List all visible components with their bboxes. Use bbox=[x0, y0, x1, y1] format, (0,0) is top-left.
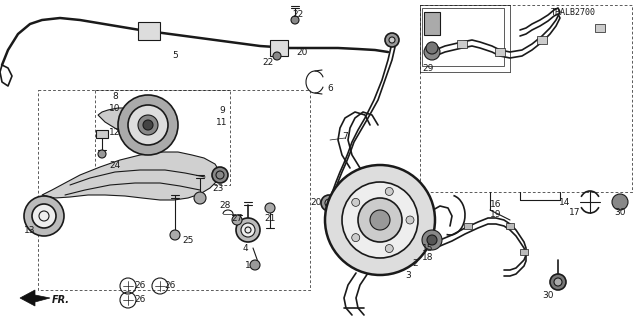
Text: 24: 24 bbox=[109, 161, 120, 170]
Text: 23: 23 bbox=[212, 183, 224, 193]
Circle shape bbox=[250, 260, 260, 270]
Circle shape bbox=[236, 218, 260, 242]
Circle shape bbox=[232, 215, 242, 225]
Bar bbox=[537, 36, 547, 44]
Text: 26: 26 bbox=[134, 295, 146, 305]
Bar bbox=[464, 223, 472, 229]
Bar bbox=[595, 24, 605, 32]
Text: 28: 28 bbox=[220, 201, 230, 210]
Circle shape bbox=[358, 198, 402, 242]
Circle shape bbox=[370, 210, 390, 230]
Circle shape bbox=[389, 37, 395, 43]
Text: 20: 20 bbox=[296, 47, 308, 57]
Circle shape bbox=[32, 204, 56, 228]
Circle shape bbox=[265, 203, 275, 213]
Circle shape bbox=[325, 165, 435, 275]
Bar bbox=[495, 48, 505, 56]
Circle shape bbox=[424, 44, 440, 60]
Text: 19: 19 bbox=[490, 210, 502, 219]
Text: 12: 12 bbox=[109, 127, 121, 137]
Circle shape bbox=[241, 223, 255, 237]
Text: 18: 18 bbox=[422, 253, 434, 262]
Polygon shape bbox=[98, 108, 175, 140]
Text: 2: 2 bbox=[412, 259, 418, 268]
Text: 26: 26 bbox=[164, 282, 176, 291]
Circle shape bbox=[550, 274, 566, 290]
Circle shape bbox=[325, 199, 333, 207]
Polygon shape bbox=[42, 152, 220, 200]
Text: 7: 7 bbox=[342, 132, 348, 140]
Text: 21: 21 bbox=[264, 213, 276, 222]
Text: 13: 13 bbox=[24, 226, 36, 235]
Circle shape bbox=[352, 198, 360, 206]
Text: 3: 3 bbox=[405, 270, 411, 279]
Text: 10: 10 bbox=[109, 103, 121, 113]
Text: FR.: FR. bbox=[52, 295, 70, 305]
Text: 26: 26 bbox=[134, 282, 146, 291]
Polygon shape bbox=[20, 290, 50, 306]
Text: 9: 9 bbox=[219, 106, 225, 115]
Circle shape bbox=[406, 216, 414, 224]
Text: 16: 16 bbox=[490, 199, 502, 209]
Text: 4: 4 bbox=[242, 244, 248, 252]
Bar bbox=[422, 8, 504, 66]
Bar bbox=[506, 223, 514, 229]
Text: 22: 22 bbox=[292, 10, 303, 19]
Circle shape bbox=[212, 167, 228, 183]
Text: TBALB2700: TBALB2700 bbox=[550, 8, 595, 17]
Circle shape bbox=[612, 194, 628, 210]
Circle shape bbox=[342, 182, 418, 258]
Bar bbox=[457, 40, 467, 48]
Text: 22: 22 bbox=[262, 58, 274, 67]
Circle shape bbox=[385, 244, 393, 252]
Circle shape bbox=[427, 235, 437, 245]
Circle shape bbox=[24, 196, 64, 236]
Text: 30: 30 bbox=[542, 292, 554, 300]
Text: 14: 14 bbox=[559, 197, 571, 206]
Circle shape bbox=[352, 234, 360, 242]
Circle shape bbox=[554, 278, 562, 286]
Text: 15: 15 bbox=[422, 244, 434, 252]
Circle shape bbox=[291, 16, 299, 24]
Text: 17: 17 bbox=[569, 207, 580, 217]
Circle shape bbox=[170, 230, 180, 240]
Text: 30: 30 bbox=[614, 207, 626, 217]
Circle shape bbox=[385, 188, 393, 196]
Text: 1: 1 bbox=[245, 260, 251, 269]
Text: 11: 11 bbox=[216, 117, 228, 126]
Text: 20: 20 bbox=[310, 197, 322, 206]
Text: 8: 8 bbox=[112, 92, 118, 100]
Circle shape bbox=[422, 230, 442, 250]
Circle shape bbox=[426, 42, 438, 54]
Circle shape bbox=[273, 52, 281, 60]
Text: 29: 29 bbox=[422, 63, 434, 73]
Circle shape bbox=[138, 115, 158, 135]
Text: 5: 5 bbox=[172, 51, 178, 60]
Circle shape bbox=[194, 192, 206, 204]
Circle shape bbox=[143, 120, 153, 130]
Text: 6: 6 bbox=[327, 84, 333, 92]
Text: 25: 25 bbox=[182, 236, 194, 244]
Circle shape bbox=[385, 33, 399, 47]
Bar bbox=[520, 249, 528, 255]
Bar bbox=[270, 40, 288, 56]
Circle shape bbox=[98, 150, 106, 158]
Bar bbox=[96, 130, 108, 138]
Circle shape bbox=[321, 195, 337, 211]
Text: 27: 27 bbox=[231, 213, 243, 222]
Circle shape bbox=[128, 105, 168, 145]
Bar bbox=[138, 22, 160, 40]
Polygon shape bbox=[424, 12, 440, 35]
Circle shape bbox=[118, 95, 178, 155]
